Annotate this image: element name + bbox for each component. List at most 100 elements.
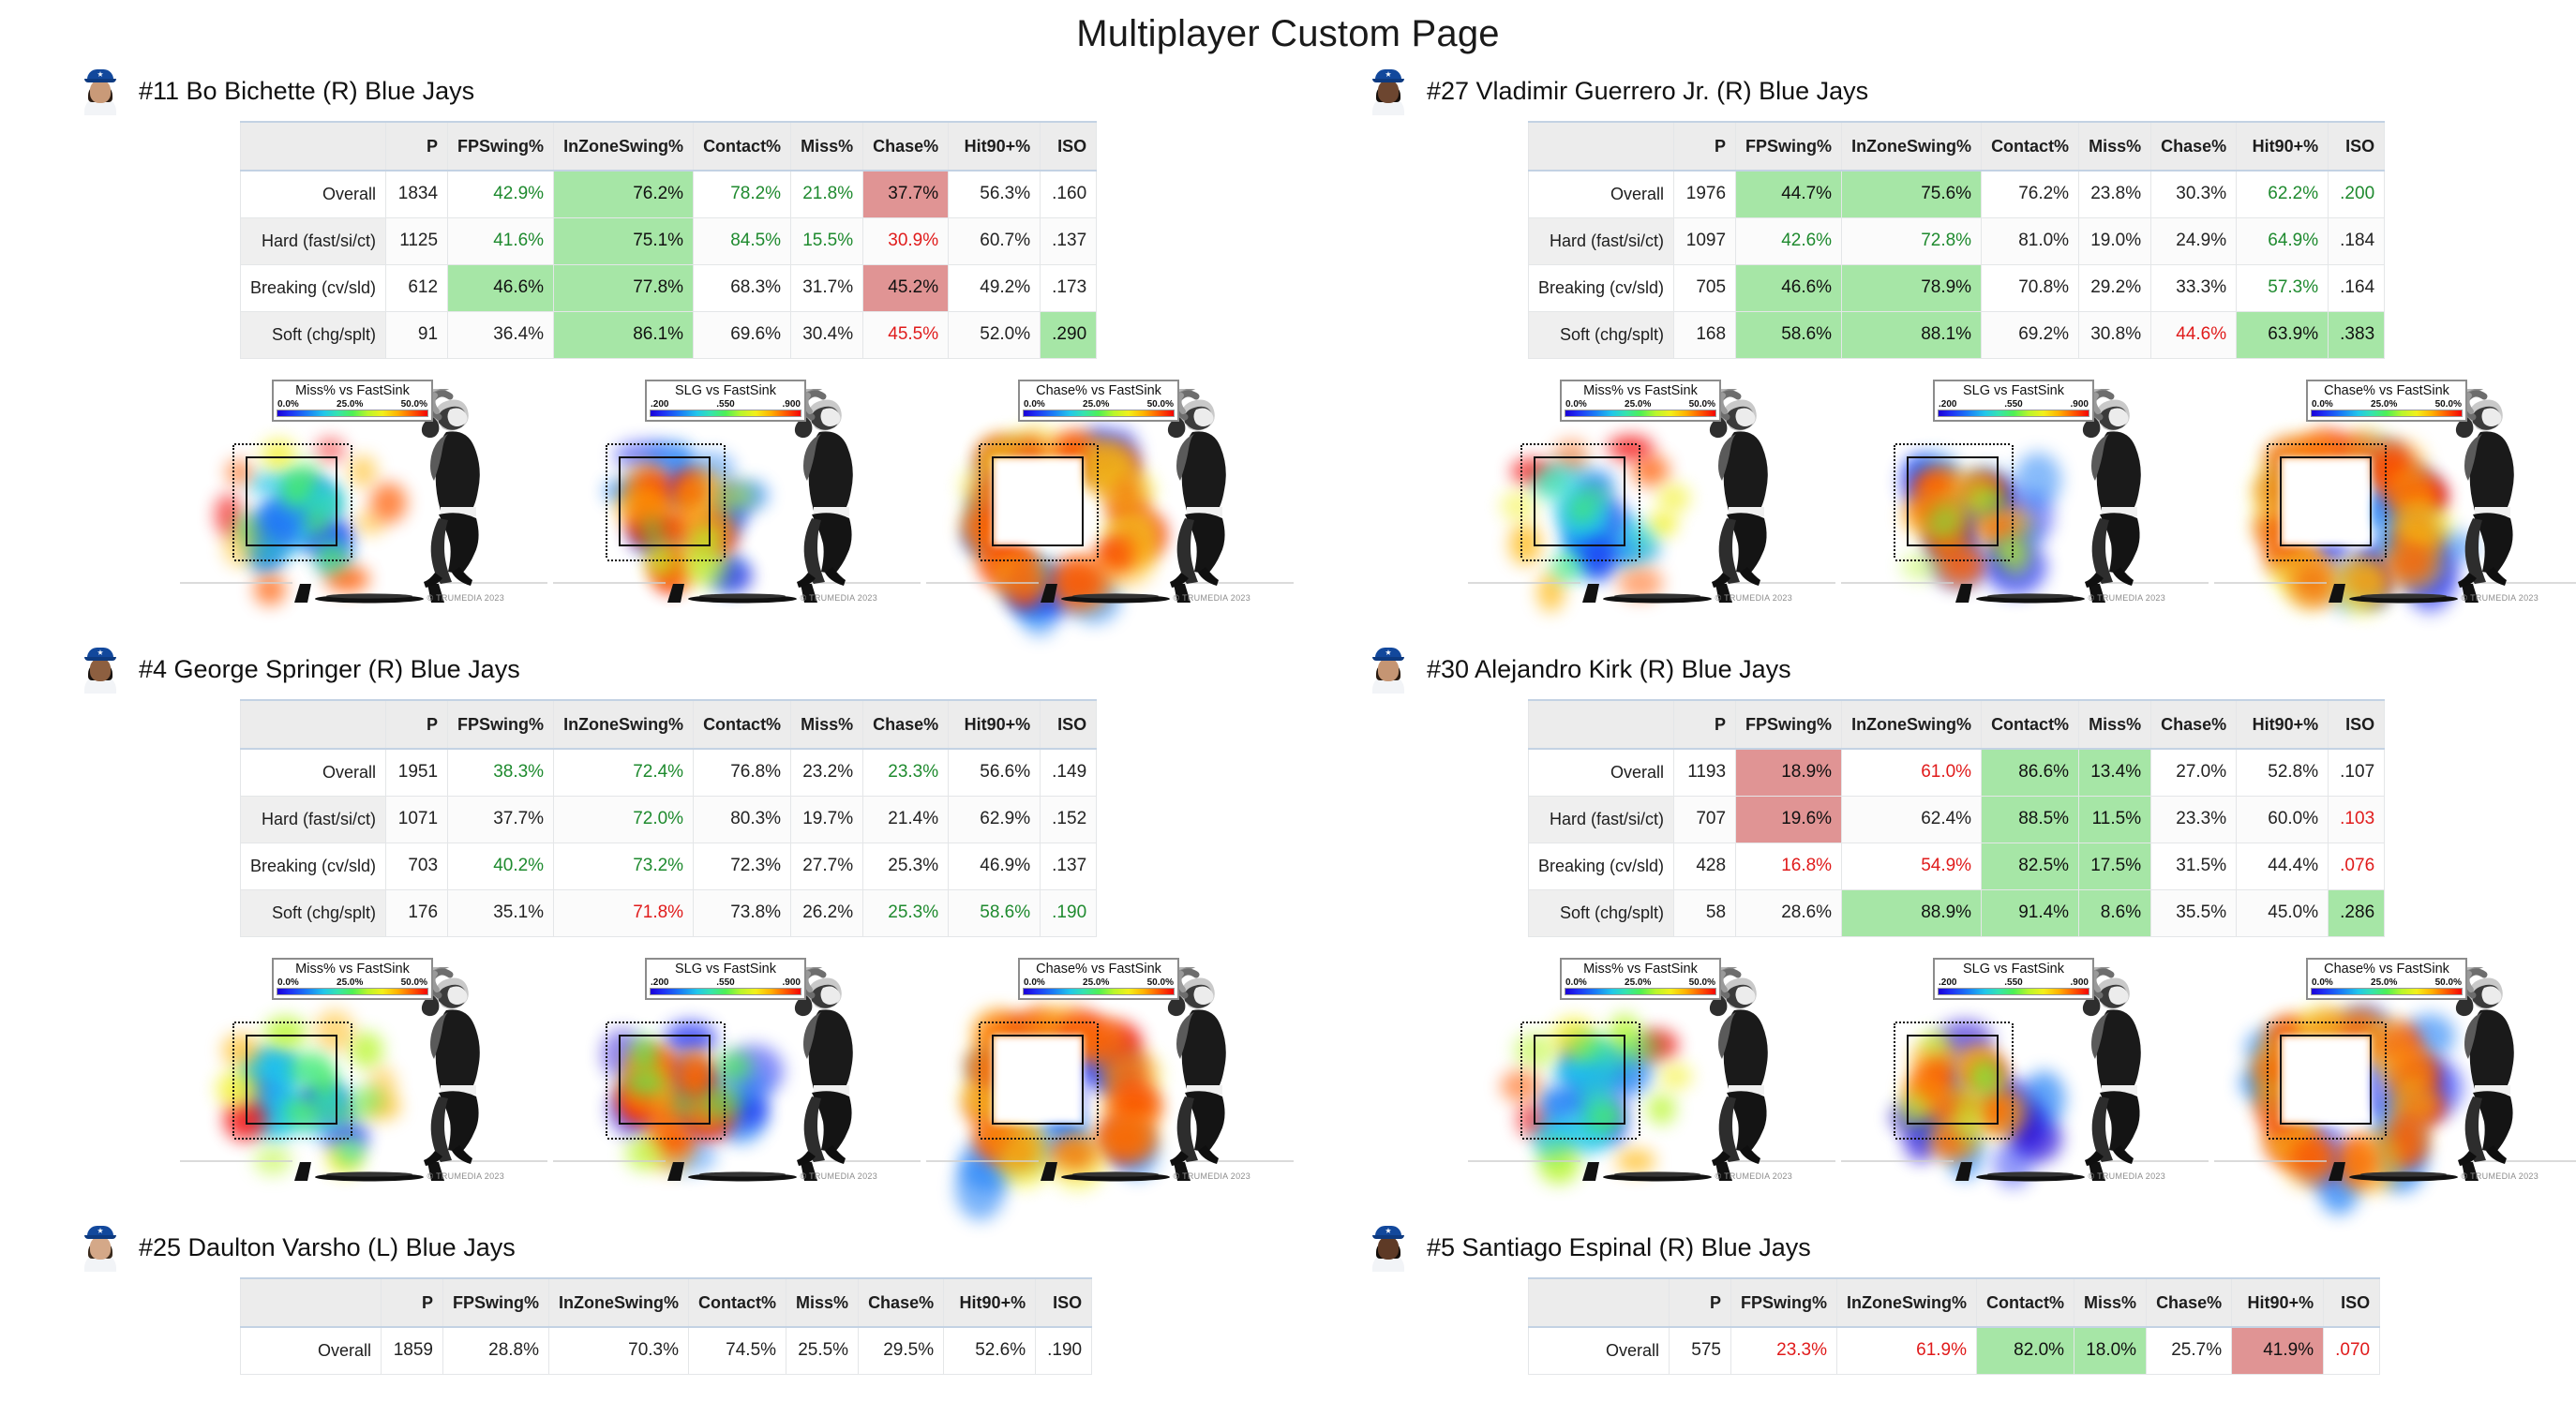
heatmap-chase[interactable]: Chase% vs FastSink 0.0% 25.0% 50.0% © TR…: [915, 358, 1294, 637]
zone-dash-bottom: [2269, 1137, 2383, 1140]
heatmap-chase[interactable]: Chase% vs FastSink 0.0% 25.0% 50.0% © TR…: [915, 936, 1294, 1221]
stat-cell: 54.9%: [1841, 842, 1983, 890]
batter-silhouette-icon: [2042, 358, 2171, 588]
trumedia-watermark: © TRUMEDIA 2023: [1715, 1171, 1792, 1181]
zone-dash-right: [724, 444, 726, 558]
pitch-count-cell: 1071: [385, 795, 449, 843]
trumedia-watermark: © TRUMEDIA 2023: [2461, 1171, 2539, 1181]
heatmap-slg[interactable]: SLG vs FastSink .200 .550 .900 © TRUMEDI…: [1830, 936, 2209, 1190]
pitch-count-cell: 428: [1673, 842, 1737, 890]
player-stat-table: P FPSwing% InZoneSwing% Contact% Miss% Chase%…: [1527, 121, 2386, 359]
home-plate-icon: [926, 578, 1294, 604]
zone-dash-top: [1895, 442, 2010, 445]
colorbar-max: 50.0%: [1688, 398, 1715, 410]
colorbar-min: .200: [1939, 977, 1957, 988]
colorbar-gradient: [650, 409, 801, 417]
heatmap-chase[interactable]: Chase% vs FastSink 0.0% 25.0% 50.0% © TR…: [2203, 358, 2576, 616]
colorbar-max: 50.0%: [400, 398, 427, 410]
stat-cell: 25.3%: [862, 888, 950, 937]
zone-dash-bottom: [1522, 559, 1637, 561]
heatmap-title: Chase% vs FastSink: [1036, 961, 1161, 977]
player-header[interactable]: #27 Vladimir Guerrero Jr. (R) Blue Jays: [1367, 65, 2576, 117]
pitch-count-cell: 1951: [385, 748, 449, 797]
heatmap-chase[interactable]: Chase% vs FastSink 0.0% 25.0% 50.0% © TR…: [2203, 936, 2576, 1216]
heatmap-slg[interactable]: SLG vs FastSink .200 .550 .900 © TRUMEDI…: [542, 936, 921, 1190]
stat-cell: 46.6%: [447, 263, 555, 312]
heatmap-density-field: [2227, 417, 2478, 616]
player-panel-bo-bichette: #11 Bo Bichette (R) Blue Jays P FPSwing% I…: [0, 65, 1294, 643]
player-headshot-avatar: [79, 645, 122, 694]
row-label: Breaking (cv/sld): [1527, 263, 1675, 312]
col-header-hit90: Hit90+%: [2236, 699, 2329, 750]
zone-dash-top: [607, 1021, 722, 1023]
player-header[interactable]: #30 Alejandro Kirk (R) Blue Jays: [1367, 643, 2576, 695]
stat-cell: 72.4%: [553, 748, 695, 797]
colorbar-ticks: 0.0% 25.0% 50.0%: [1023, 398, 1175, 410]
row-label: Overall: [239, 170, 387, 218]
stat-cell: 23.3%: [862, 748, 950, 797]
col-header-p: P: [385, 121, 449, 172]
stat-cell: 69.6%: [693, 310, 792, 359]
row-label: Overall: [240, 1326, 382, 1375]
pitch-count-cell: 58: [1673, 888, 1737, 937]
zone-dash-left: [1520, 1022, 1522, 1136]
stat-cell: 8.6%: [2078, 888, 2152, 937]
zone-dash-bottom: [981, 559, 1095, 561]
heatmap-legend: SLG vs FastSink .200 .550 .900: [1933, 379, 2094, 422]
player-header[interactable]: #11 Bo Bichette (R) Blue Jays: [79, 65, 1288, 117]
heatmap-miss[interactable]: Miss% vs FastSink 0.0% 25.0% 50.0% © TRU…: [1457, 936, 1835, 1190]
heatmap-miss[interactable]: Miss% vs FastSink 0.0% 25.0% 50.0% © TRU…: [169, 358, 547, 612]
zone-dash-right: [2012, 444, 2014, 558]
stat-cell: 29.2%: [2078, 263, 2152, 312]
stat-cell: 71.8%: [553, 888, 695, 937]
table-row: Overall 1193 18.9% 61.0% 86.6% 13.4% 27.0% 52…: [1527, 748, 2386, 797]
heatmap-miss[interactable]: Miss% vs FastSink 0.0% 25.0% 50.0% © TRU…: [1457, 358, 1835, 613]
team-logo-icon: [1385, 1228, 1391, 1233]
stat-cell: 52.0%: [948, 310, 1041, 359]
stat-cell: 61.9%: [1836, 1326, 1978, 1375]
colorbar-min: 0.0%: [1565, 398, 1587, 410]
colorbar-min: 0.0%: [2312, 977, 2333, 988]
heatmap-legend: Chase% vs FastSink 0.0% 25.0% 50.0%: [1018, 957, 1179, 1000]
zone-dash-left: [232, 444, 234, 558]
player-panel-george-springer: #4 George Springer (R) Blue Jays P FPSwin…: [0, 643, 1294, 1221]
row-label: Overall: [1527, 748, 1675, 797]
player-stat-table: P FPSwing% InZoneSwing% Contact% Miss% Chase%…: [1528, 1277, 2381, 1375]
player-header[interactable]: #5 Santiago Espinal (R) Blue Jays: [1367, 1221, 2576, 1274]
table-row: Breaking (cv/sld) 705 46.6% 78.9% 70.8% 29.…: [1527, 263, 2386, 312]
colorbar-mid: 25.0%: [1625, 977, 1652, 988]
stat-table-wrap: P FPSwing% InZoneSwing% Contact% Miss% Chase%…: [1527, 699, 2576, 937]
row-label: Hard (fast/si/ct): [1527, 795, 1675, 843]
col-header-rowlabel: [1528, 1277, 1670, 1328]
zone-dash-left: [979, 444, 981, 558]
col-header-hit90: Hit90+%: [948, 699, 1041, 750]
team-logo-icon: [97, 649, 103, 655]
colorbar-min: .200: [651, 977, 669, 988]
heatmap-title: Chase% vs FastSink: [2324, 961, 2449, 977]
row-label: Breaking (cv/sld): [239, 263, 387, 312]
col-header-iso: ISO: [1040, 699, 1098, 750]
colorbar-mid: 25.0%: [2371, 977, 2398, 988]
player-header[interactable]: #25 Daulton Varsho (L) Blue Jays: [79, 1221, 1288, 1274]
colorbar-min: 0.0%: [277, 977, 299, 988]
colorbar-min: 0.0%: [2312, 398, 2333, 410]
player-panel-grid: #11 Bo Bichette (R) Blue Jays P FPSwing% I…: [0, 65, 2576, 1402]
table-header-row: P FPSwing% InZoneSwing% Contact% Miss% Chase%…: [1528, 1277, 2381, 1328]
col-header-fpswing: FPSwing%: [442, 1277, 550, 1328]
stat-cell: 46.9%: [948, 842, 1041, 890]
player-name-label: #5 Santiago Espinal (R) Blue Jays: [1427, 1232, 1811, 1261]
heatmap-miss[interactable]: Miss% vs FastSink 0.0% 25.0% 50.0% © TRU…: [169, 936, 547, 1190]
stat-cell: 76.8%: [693, 748, 792, 797]
table-row: Soft (chg/splt) 58 28.6% 88.9% 91.4% 8.6% 35…: [1527, 888, 2386, 937]
stat-cell: 38.3%: [447, 748, 555, 797]
stat-cell: 25.5%: [786, 1326, 860, 1375]
player-header[interactable]: #4 George Springer (R) Blue Jays: [79, 643, 1288, 695]
trumedia-watermark: © TRUMEDIA 2023: [800, 592, 877, 603]
stat-cell: 60.0%: [2236, 795, 2329, 843]
stat-cell: 35.1%: [447, 888, 555, 937]
stat-cell: 21.4%: [862, 795, 950, 843]
heatmap-slg[interactable]: SLG vs FastSink .200 .550 .900 © TRUMEDI…: [542, 358, 921, 612]
heatmap-slg[interactable]: SLG vs FastSink .200 .550 .900 © TRUMEDI…: [1830, 358, 2209, 612]
colorbar-max: 50.0%: [1146, 977, 1174, 988]
table-row: Hard (fast/si/ct) 1097 42.6% 72.8% 81.0% 19…: [1527, 216, 2386, 265]
